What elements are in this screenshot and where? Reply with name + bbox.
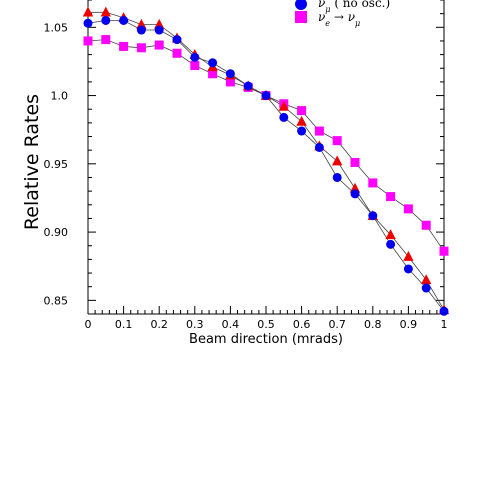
series-line <box>87 20 445 312</box>
legend: νμ ( no osc.)νe → νμ <box>295 0 390 28</box>
x-tick-label: 0 <box>85 318 92 331</box>
data-point-square <box>297 106 307 116</box>
axis-ticks <box>87 0 445 315</box>
data-point-circle <box>421 283 431 293</box>
data-point-circle <box>172 35 182 45</box>
data-point-square <box>225 77 235 87</box>
data-point-circle <box>190 52 200 62</box>
data-point-triangle <box>385 229 396 240</box>
y-tick-label: 1.05 <box>44 21 69 34</box>
data-point-circle <box>368 211 378 221</box>
data-point-square <box>368 178 378 188</box>
data-point-circle <box>136 25 146 35</box>
x-tick-label: 0.5 <box>257 318 275 331</box>
tick-labels: 0 0.1 0.2 0.3 0.4 0.5 0.6 0.7 0.8 0.9 1 0.85 0.90 0.9… <box>44 21 448 331</box>
data-point-circle <box>332 172 342 182</box>
data-point-triangle <box>296 115 307 126</box>
y-tick-label: 1.0 <box>51 90 69 103</box>
data-point-triangle <box>278 100 289 111</box>
data-point-square <box>154 40 164 50</box>
data-point-circle <box>208 58 218 68</box>
data-point-square <box>136 43 146 53</box>
y-axis-title: Relative Rates <box>21 94 43 230</box>
data-point-circle <box>403 264 413 274</box>
data-point-square <box>421 220 431 230</box>
data-point-circle <box>119 15 129 25</box>
data-point-circle <box>225 69 235 79</box>
data-point-circle <box>154 25 164 35</box>
data-point-circle <box>261 91 271 101</box>
series-markers <box>82 6 450 316</box>
x-tick-label: 0.4 <box>222 318 240 331</box>
data-point-circle <box>439 306 449 316</box>
series-lines <box>87 11 445 312</box>
data-point-triangle <box>349 182 361 193</box>
data-point-circle <box>295 0 307 10</box>
data-point-circle <box>297 126 307 136</box>
x-tick-label: 0.6 <box>293 318 311 331</box>
data-point-square <box>386 192 396 202</box>
data-point-square <box>314 126 324 136</box>
legend-label-numu: νμ ( no osc.) <box>318 0 390 14</box>
x-axis-title: Beam direction (mrads) <box>189 332 343 347</box>
data-point-square <box>295 11 307 23</box>
y-tick-label: 0.90 <box>44 226 69 239</box>
x-tick-label: 0.1 <box>115 318 133 331</box>
data-point-triangle <box>100 6 111 17</box>
data-point-square <box>208 69 218 79</box>
y-tick-label: 0.95 <box>44 158 69 171</box>
data-point-triangle <box>82 6 94 17</box>
data-point-circle <box>386 239 396 249</box>
data-point-circle <box>314 142 324 152</box>
data-point-square <box>101 35 111 45</box>
data-point-square <box>172 48 182 58</box>
x-tick-label: 0.8 <box>364 318 382 331</box>
x-tick-label: 0.7 <box>328 318 346 331</box>
data-point-circle <box>350 189 360 199</box>
legend-label-nue-numu: νe → νμ <box>318 10 360 28</box>
series-line <box>87 39 445 252</box>
y-tick-label: 0.85 <box>44 294 69 307</box>
x-tick-label: 0.2 <box>150 318 168 331</box>
data-point-circle <box>101 15 111 25</box>
data-point-square <box>83 36 93 46</box>
x-tick-label: 1 <box>441 318 448 331</box>
data-point-circle <box>243 81 253 91</box>
data-point-triangle <box>136 18 147 29</box>
x-tick-label: 0.9 <box>400 318 418 331</box>
data-point-triangle <box>332 155 343 166</box>
data-point-square <box>332 136 342 146</box>
data-point-square <box>403 204 413 214</box>
data-point-square <box>439 246 449 256</box>
data-point-triangle <box>421 274 432 285</box>
x-tick-label: 0.3 <box>186 318 204 331</box>
series-line <box>88 11 445 311</box>
data-point-circle <box>279 112 289 122</box>
data-point-square <box>190 61 200 71</box>
data-point-triangle <box>403 250 414 261</box>
data-point-square <box>350 157 360 167</box>
data-point-circle <box>83 18 93 28</box>
data-point-square <box>119 41 129 51</box>
data-point-triangle <box>154 18 165 29</box>
